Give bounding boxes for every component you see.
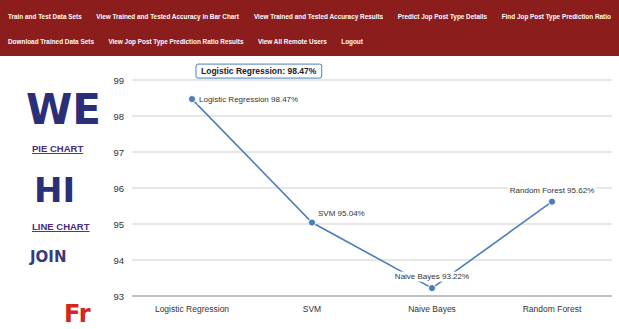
series-group	[188, 95, 555, 291]
label-patch	[317, 208, 367, 218]
data-label: Random Forest 95.62%	[510, 186, 595, 195]
background-word: HI	[34, 170, 75, 210]
grid-line	[132, 152, 612, 153]
background-word: WE	[26, 85, 101, 134]
x-tick-label: Logistic Regression	[155, 304, 229, 314]
data-label: Logistic Regression 98.47%	[199, 95, 298, 104]
y-tick-label: 99	[113, 75, 124, 86]
y-tick-label: 95	[113, 219, 124, 230]
data-label: SVM 95.04%	[318, 209, 365, 218]
nav-link[interactable]: Predict Jop Post Type Details	[398, 13, 488, 21]
y-tick-label: 94	[113, 255, 124, 266]
x-tick-label: Random Forest	[523, 304, 582, 314]
grid-line	[132, 224, 612, 225]
series-line	[192, 99, 552, 288]
point	[428, 284, 435, 291]
label-patch	[198, 95, 300, 105]
tooltip	[196, 64, 322, 78]
nav-link[interactable]: View All Remote Users	[258, 38, 327, 45]
grid-line	[132, 116, 612, 117]
sidebar-link[interactable]: PIE CHART	[32, 143, 83, 154]
grid-line	[132, 296, 612, 297]
tooltip-text: Logistic Regression: 98.47%	[201, 66, 317, 76]
nav-link[interactable]: View Trained and Tested Accuracy in Bar …	[96, 13, 240, 21]
y-tick-label: 97	[113, 147, 124, 158]
x-axis	[132, 296, 612, 297]
x-tick-label: Naive Bayes	[408, 304, 456, 314]
nav-link[interactable]: View Trained and Tested Accuracy Results	[254, 13, 384, 21]
y-tick-label: 98	[113, 111, 124, 122]
nav-link[interactable]: View Jop Post Type Prediction Ratio Resu…	[108, 38, 244, 46]
label-patch	[393, 272, 470, 282]
grid-line	[132, 260, 612, 261]
data-label: Naive Bayes 93.22%	[395, 272, 469, 281]
nav-link[interactable]: Train and Test Data Sets	[8, 13, 82, 20]
point	[548, 198, 555, 205]
point	[308, 219, 315, 226]
nav-link[interactable]: Find Jop Post Type Prediction Ratio	[502, 13, 611, 21]
background-word: Fr	[64, 300, 91, 328]
label-patch	[508, 185, 596, 195]
plot-area	[132, 80, 612, 296]
nav-link[interactable]: Download Trained Data Sets	[8, 38, 94, 45]
sidebar-link[interactable]: LINE CHART	[32, 221, 90, 232]
page: Train and Test Data Sets View Trained and…	[0, 0, 619, 329]
y-tick-label: 96	[113, 183, 124, 194]
nav-link[interactable]: Logout	[341, 38, 364, 46]
x-tick-label: SVM	[303, 304, 321, 314]
grid-line	[132, 80, 612, 81]
nav-bar	[0, 0, 619, 56]
background-word: JOIN	[29, 248, 66, 266]
point	[188, 95, 195, 102]
y-tick-label: 93	[113, 291, 124, 302]
